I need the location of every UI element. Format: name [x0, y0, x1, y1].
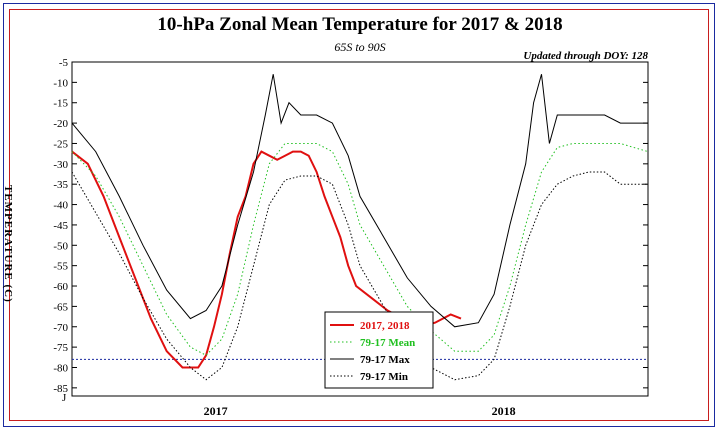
y-tick-label-10: -55 — [53, 261, 68, 273]
y-tick-label-7: -40 — [53, 200, 68, 212]
y-tick-label-3: -20 — [53, 118, 68, 130]
y-axis: -5 -10 -15 -20 -25 -30 -35 -40 -45 -50 -55 -60 -65 -7… — [53, 57, 648, 395]
y-tick-label-14: -75 — [53, 342, 68, 354]
y-tick-label-4: -25 — [53, 138, 68, 150]
x-year-label-1: 2018 — [492, 404, 516, 418]
y-tick-label-1: -10 — [53, 77, 68, 89]
y-tick-label-13: -70 — [53, 322, 68, 334]
x-axis: J 2017 2018 — [62, 392, 516, 418]
legend-label-1: 79-17 Mean — [360, 337, 415, 349]
outer-frame — [3, 3, 715, 427]
chart-title: 10-hPa Zonal Mean Temperature for 2017 &… — [157, 14, 563, 35]
y-tick-label-5: -30 — [53, 159, 68, 171]
y-tick-label-12: -65 — [53, 301, 68, 313]
series-line-1 — [71, 143, 649, 356]
legend-label-2: 79-17 Max — [360, 354, 410, 366]
series-line-2 — [71, 74, 648, 328]
chart-subtitle: 65S to 90S — [334, 40, 386, 54]
y-tick-label-2: -15 — [53, 98, 68, 110]
y-tick-label-8: -45 — [53, 220, 68, 232]
x-year-label-0: 2017 — [204, 404, 228, 418]
legend-label-0: 2017, 2018 — [360, 320, 410, 332]
updated-label: Updated through DOY: 128 — [523, 50, 648, 62]
legend: 2017, 2018 79-17 Mean 79-17 Max 79-17 Min — [324, 311, 434, 389]
legend-label-3: 79-17 Min — [360, 371, 408, 383]
series-group — [71, 74, 649, 381]
y-tick-label-6: -35 — [53, 179, 68, 191]
plot-area — [71, 61, 649, 397]
series-line-0 — [71, 150, 462, 369]
y-tick-label-0: -5 — [59, 57, 69, 69]
y-tick-label-9: -50 — [53, 240, 68, 252]
y-tick-label-16: -85 — [53, 383, 68, 395]
series-line-3 — [71, 171, 648, 381]
y-tick-label-15: -80 — [53, 362, 68, 374]
x-start-label: J — [62, 392, 67, 404]
inner-frame — [9, 9, 709, 421]
y-tick-label-11: -60 — [53, 281, 68, 293]
